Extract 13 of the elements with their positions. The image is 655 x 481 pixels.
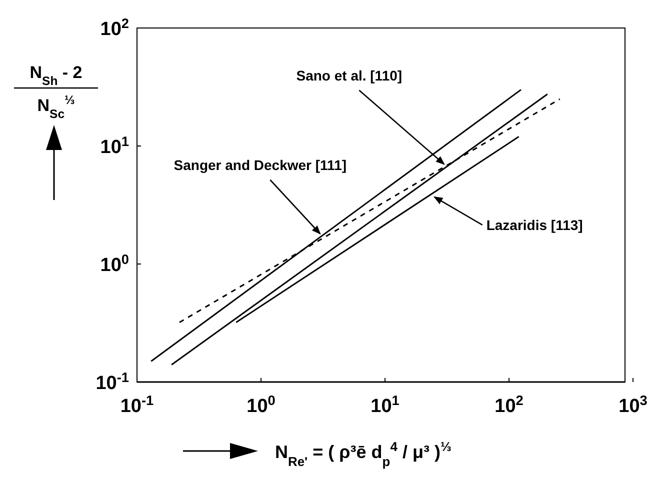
annotation: Lazaridis [113] bbox=[486, 216, 583, 233]
annotation: Sanger and Deckwer [111] bbox=[174, 156, 347, 173]
y-tick-label: 10$^{-1}$ bbox=[96, 370, 130, 394]
x-tick-label: 10$^{-1}$ bbox=[120, 392, 154, 417]
y-tick-label: 10$^{1}$ bbox=[100, 134, 130, 158]
x-tick-label: 10$^{2}$ bbox=[494, 392, 524, 417]
x-axis-title: N$_{Re'}$ = ( ρ³ē d$_{p}$$^{4}$ / μ³ )$^{⅓}$ bbox=[275, 438, 452, 468]
x-tick-label: 10$^{1}$ bbox=[370, 392, 400, 417]
x-tick-label: 10$^{0}$ bbox=[246, 392, 276, 417]
annotation: Sano et al. [110] bbox=[296, 67, 402, 84]
y-tick-label: 10$^{0}$ bbox=[100, 252, 130, 276]
y-tick-label: 10$^{2}$ bbox=[100, 16, 130, 40]
x-tick-label: 10$^{3}$ bbox=[618, 392, 648, 417]
